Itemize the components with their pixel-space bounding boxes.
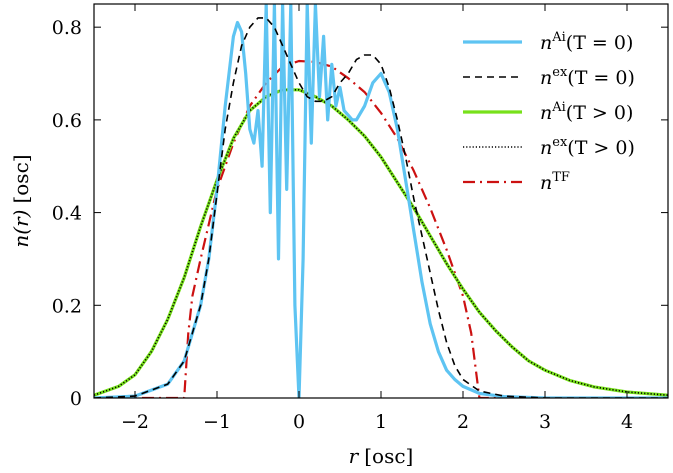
series-line-ai_t0 <box>94 4 668 398</box>
legend-label-base: n <box>540 32 552 54</box>
legend-label-base: n <box>540 67 552 89</box>
y-axis-unit: [osc] <box>9 154 33 203</box>
series-line-ex_tpos <box>94 89 668 396</box>
legend-label-sup: ex <box>552 135 568 150</box>
legend-label-sup: Ai <box>551 100 566 115</box>
y-axis-variable: n(r) <box>9 210 33 248</box>
x-axis-variable: r <box>349 444 360 468</box>
x-axis-title: r [osc] <box>349 444 414 468</box>
y-tick-label: 0.2 <box>52 295 82 317</box>
series-layer <box>94 4 668 398</box>
series-line-tf <box>94 59 668 398</box>
ticks-layer: −2 −1 0 1 2 3 4 0 0.2 0.4 0.6 0.8 <box>52 4 668 433</box>
y-tick-label: 0.8 <box>52 17 82 39</box>
x-tick-label: 0 <box>293 411 305 433</box>
x-tick-label: 2 <box>457 411 469 433</box>
y-tick-label: 0 <box>70 388 82 410</box>
legend-label-ex_tpos: nex(T > 0) <box>540 135 635 159</box>
legend-label-arg: (T > 0) <box>566 102 634 124</box>
y-tick-label: 0.6 <box>52 110 82 132</box>
series-line-ex_t0 <box>94 17 668 398</box>
legend-label-ex_t0: nex(T = 0) <box>540 65 635 89</box>
x-axis-unit: [osc] <box>364 444 413 468</box>
x-tick-label: −2 <box>121 411 149 433</box>
legend-label-sup: ex <box>552 65 568 80</box>
y-tick-label: 0.4 <box>52 203 82 225</box>
x-tick-label: −1 <box>203 411 231 433</box>
legend-label-tf: nTF <box>540 170 570 194</box>
legend-label-arg: (T = 0) <box>567 67 635 89</box>
legend-label-sup: Ai <box>551 30 566 45</box>
legend-label-base: n <box>540 102 552 124</box>
x-tick-label: 4 <box>621 411 633 433</box>
legend-label-base: n <box>540 137 552 159</box>
x-tick-label: 1 <box>375 411 387 433</box>
legend-label-ai_tpos: nAi(T > 0) <box>540 100 633 124</box>
legend-label-arg: (T > 0) <box>567 137 635 159</box>
x-tick-label: 3 <box>539 411 551 433</box>
legend-label-ai_t0: nAi(T = 0) <box>540 30 633 54</box>
legend: nAi(T = 0)nex(T = 0)nAi(T > 0)nex(T > 0)… <box>463 30 635 194</box>
legend-label-sup: TF <box>552 170 570 185</box>
legend-label-base: n <box>540 172 552 194</box>
y-axis-title: n(r) [osc] <box>9 154 33 247</box>
legend-label-arg: (T = 0) <box>566 32 634 54</box>
